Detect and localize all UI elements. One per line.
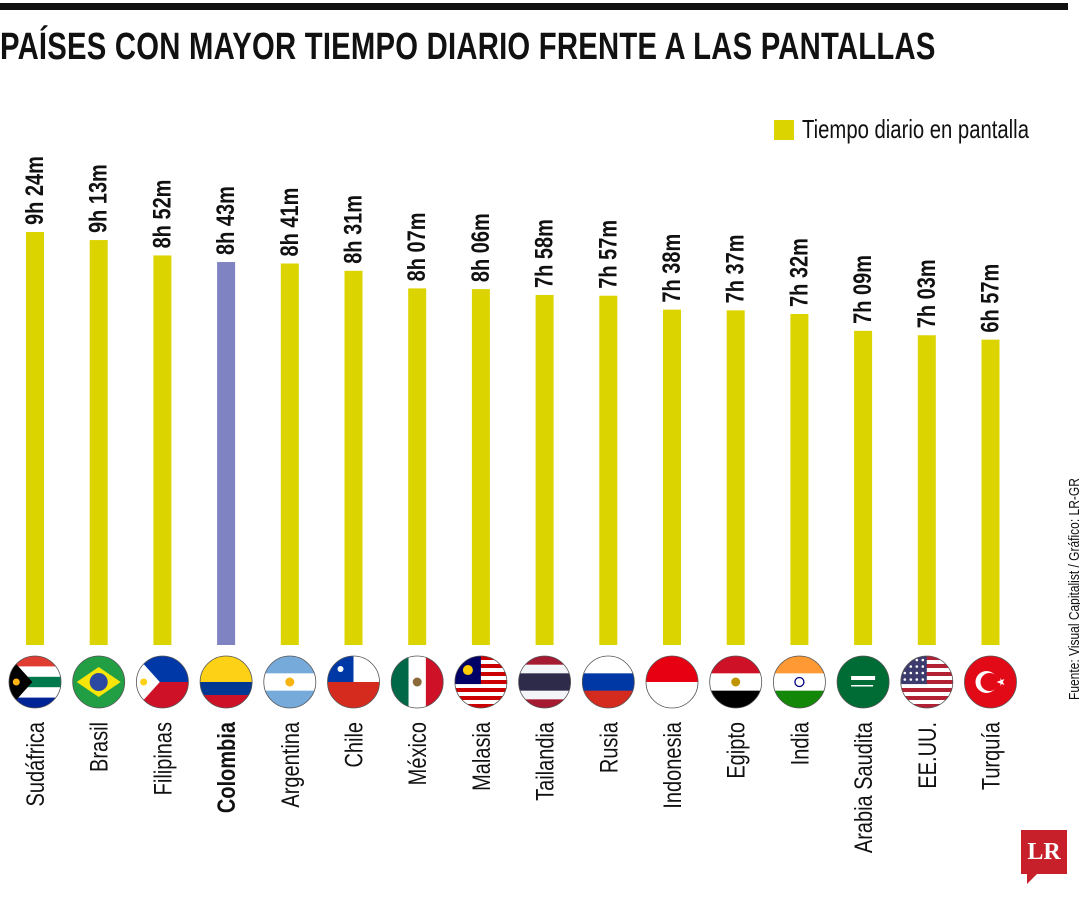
source-note: Fuente: Visual Capitalist / Gráfico: LR-… — [1066, 423, 1080, 700]
ph-flag-icon — [135, 655, 189, 709]
value-label: 7h 09m — [849, 255, 877, 324]
value-label: 8h 31m — [339, 195, 367, 264]
category-label: EE.UU. — [914, 722, 942, 789]
value-label: 8h 06m — [467, 213, 495, 282]
eg-flag-icon — [709, 655, 763, 709]
legend-swatch — [774, 119, 794, 140]
bar-egipto — [726, 310, 745, 645]
bar-eeuu — [917, 335, 936, 645]
category-label: Arabia Saudita — [850, 722, 878, 853]
id-flag-icon — [645, 655, 699, 709]
category-label: Tailandia — [532, 722, 560, 801]
bar-colombia — [217, 262, 236, 645]
br-flag-icon — [72, 655, 126, 709]
category-label: Colombia — [213, 722, 241, 813]
bar-indonesia — [663, 309, 681, 645]
category-label: India — [786, 722, 814, 766]
legend-label: Tiempo diario en pantalla — [802, 114, 1029, 144]
value-label: 8h 41m — [276, 188, 304, 257]
category-label: Egipto — [723, 722, 751, 779]
category-label: México — [404, 722, 432, 785]
bar-malasia — [471, 289, 490, 645]
category-label: Argentina — [277, 722, 305, 808]
legend: Tiempo diario en pantalla — [774, 114, 1080, 145]
ru-flag-icon — [581, 655, 635, 709]
category-label: Rusia — [595, 722, 623, 773]
source-text: Fuente: Visual Capitalist / Gráfico: LR-… — [1066, 478, 1080, 700]
cl-flag-icon — [327, 655, 380, 709]
th-flag-icon — [518, 655, 571, 709]
za-flag-icon — [8, 655, 62, 709]
value-label: 8h 52m — [148, 180, 176, 249]
bar-rusia — [599, 295, 618, 645]
lr-logo: LR — [1021, 830, 1067, 884]
bar-tailandia — [535, 294, 554, 645]
bar-sudfrica — [26, 232, 44, 645]
co-flag-icon — [199, 655, 253, 709]
category-label: Chile — [340, 722, 368, 768]
sa-flag-icon — [836, 655, 890, 709]
value-label: 7h 58m — [531, 219, 559, 288]
my-flag-icon — [454, 655, 508, 709]
ar-flag-icon — [263, 655, 317, 709]
in-flag-icon — [773, 655, 826, 709]
value-label: 6h 57m — [976, 264, 1004, 333]
chart-title: PAÍSES CON MAYOR TIEMPO DIARIO FRENTE A … — [0, 26, 936, 68]
value-label: 7h 37m — [722, 234, 750, 303]
bar-filipinas — [153, 255, 172, 645]
category-label: Turquía — [977, 722, 1005, 791]
value-label: 7h 38m — [658, 234, 686, 303]
bar-arabiasaudita — [854, 330, 873, 645]
value-label: 8h 07m — [403, 212, 431, 281]
category-label: Sudáfrica — [22, 722, 50, 807]
top-rule — [0, 3, 1068, 10]
bar-brasil — [89, 240, 108, 645]
value-label: 8h 43m — [212, 186, 240, 255]
category-label: Indonesia — [659, 722, 687, 809]
tr-flag-icon — [964, 655, 1017, 709]
category-label: Malasia — [468, 722, 496, 791]
value-label: 7h 32m — [785, 238, 813, 307]
category-label: Filipinas — [149, 722, 177, 795]
us-flag-icon — [900, 655, 954, 709]
bar-chile — [344, 270, 363, 645]
bar-india — [790, 314, 809, 645]
bar-mxico — [408, 288, 427, 645]
value-label: 9h 24m — [21, 156, 49, 225]
value-label: 7h 57m — [594, 220, 622, 289]
bar-turqua — [981, 339, 1000, 645]
category-label: Brasil — [86, 722, 114, 772]
value-label: 9h 13m — [85, 164, 113, 233]
bar-argentina — [280, 263, 299, 645]
mx-flag-icon — [390, 655, 444, 709]
value-label: 7h 03m — [913, 259, 941, 328]
